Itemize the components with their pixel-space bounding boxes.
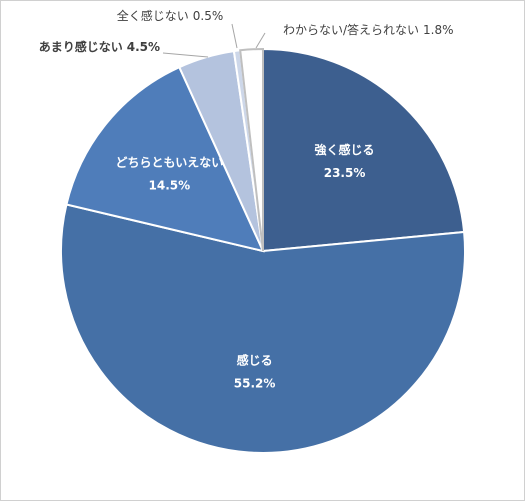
category-label: 強く感じる	[315, 142, 375, 157]
slice-label: 全く感じない 0.5%	[117, 8, 224, 23]
pie-slice	[65, 65, 265, 253]
category-label: あまり感じない	[39, 39, 123, 54]
leader-line	[231, 23, 238, 49]
value-label: 0.5%	[193, 9, 224, 23]
value-label: 55.2%	[234, 376, 276, 390]
category-label: 全く感じない	[117, 8, 189, 23]
slice-label: わからない/答えられない 1.8%	[283, 22, 454, 37]
leader-line	[255, 32, 266, 49]
value-label: 1.8%	[423, 23, 454, 37]
slice-label: あまり感じない 4.5%	[39, 39, 160, 54]
value-label: 14.5%	[149, 179, 191, 193]
category-label: どちらともいえない	[115, 156, 223, 170]
category-label: 感じる	[237, 352, 273, 367]
pie-slice	[239, 47, 264, 252]
pie-slice	[60, 203, 466, 454]
leader-line	[162, 52, 209, 58]
category-label: わからない/答えられない	[283, 22, 419, 37]
value-label: 4.5%	[127, 40, 160, 54]
value-label: 23.5%	[324, 166, 366, 180]
pie-slice	[262, 47, 466, 253]
